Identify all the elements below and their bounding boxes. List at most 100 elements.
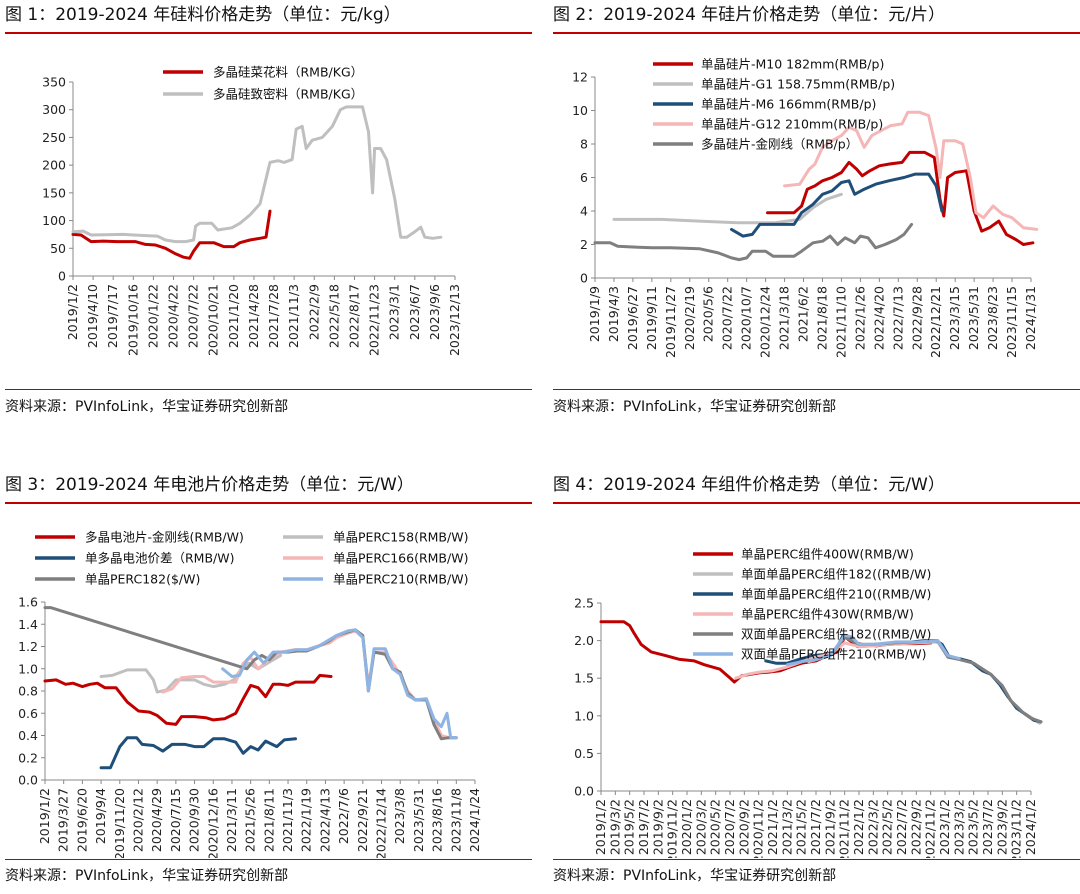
x-tick-label: 2019/6/20 bbox=[74, 788, 89, 852]
y-tick-label: 1.5 bbox=[574, 671, 594, 686]
x-tick-label: 2019/7/17 bbox=[105, 284, 120, 348]
figure-1-chart: 0 50 100 150 200 250 300 350 2019/1/2 2019/4/10 20… bbox=[42, 65, 462, 357]
y-tick-label: 200 bbox=[42, 158, 66, 173]
figure-3-title: 图 3：2019-2024 年电池片价格走势（单位：元/W） bbox=[5, 475, 414, 495]
x-tick-label: 2020/4/29 bbox=[149, 788, 164, 852]
x-tick-label: 2021/1/20 bbox=[226, 284, 241, 348]
y-tick-label: 150 bbox=[42, 185, 66, 200]
x-tick-label: 2022/1/26 bbox=[852, 286, 867, 350]
y-tick-label: 2.5 bbox=[574, 596, 594, 611]
y-tick-label: 12 bbox=[572, 70, 588, 85]
y-tick-label: 350 bbox=[42, 75, 66, 90]
x-tick-label: 2021/7/2 bbox=[808, 799, 823, 855]
x-tick-label: 2019/9/4 bbox=[93, 788, 108, 844]
y-tick-label: 6 bbox=[580, 170, 588, 185]
x-tick-label: 2020/1/2 bbox=[679, 799, 694, 855]
x-tick-label: 2023/9/6 bbox=[427, 284, 442, 340]
y-tick-label: 0.5 bbox=[574, 746, 594, 761]
x-tick-label: 2020/12/24 bbox=[758, 286, 773, 358]
y-tick-label: 4 bbox=[580, 204, 588, 219]
y-tick-label: 0.6 bbox=[18, 706, 38, 721]
source-rule bbox=[5, 389, 532, 390]
x-tick-label: 2023/12/13 bbox=[447, 284, 462, 356]
title-rule bbox=[5, 32, 532, 34]
x-tick-label: 2021/4/28 bbox=[246, 284, 261, 348]
y-tick-label: 0.8 bbox=[18, 684, 38, 699]
x-tick-label: 2021/7/28 bbox=[266, 284, 281, 348]
source-note: 资料来源：PVInfoLink，华宝证券研究创新部 bbox=[5, 868, 289, 884]
y-tick-label: 50 bbox=[50, 241, 66, 256]
legend-label: 单晶PERC166(RMB/W) bbox=[333, 551, 468, 566]
x-tick-label: 2023/9/2 bbox=[994, 799, 1009, 855]
x-tick-label: 2019/11/20 bbox=[112, 788, 127, 858]
figure-1-title: 图 1：2019-2024 年硅料价格走势（单位：元/kg） bbox=[5, 5, 401, 25]
x-tick-label: 2020/9/2 bbox=[736, 799, 751, 855]
legend-label: 单晶PERC210(RMB/W) bbox=[333, 572, 468, 587]
x-tick-label: 2020/10/7 bbox=[739, 286, 754, 350]
x-tick-label: 2023/8/16 bbox=[430, 788, 445, 852]
series-line-3 bbox=[99, 653, 283, 694]
legend-label: 单多晶电池价差（RMB/W) bbox=[85, 551, 235, 566]
figure-3-chart: 0.0 0.2 0.4 0.6 0.8 1.0 1.2 1.4 1.6 2019/1/2 2019/… bbox=[18, 530, 482, 859]
legend-label: 单晶硅片-M6 166mm(RMB/p) bbox=[701, 97, 876, 112]
legend-label: 多晶硅菜花料（RMB/KG） bbox=[213, 65, 363, 80]
x-tick-label: 2023/1/2 bbox=[937, 799, 952, 855]
x-tick-label: 2021/11/3 bbox=[280, 788, 295, 852]
legend-label: 单面单晶PERC组件210((RMB/W) bbox=[741, 587, 931, 602]
x-tick-label: 2021/11/2 bbox=[837, 799, 852, 858]
figure-2-panel: 图 2：2019-2024 年硅片价格走势（单位：元/片） 0 2 4 6 8 10 12 2… bbox=[553, 4, 1080, 444]
y-tick-label: 8 bbox=[580, 137, 588, 152]
y-tick-label: 1.0 bbox=[18, 661, 38, 676]
legend-label: 单晶硅片-M10 182mm(RMB/p) bbox=[701, 57, 884, 72]
x-tick-label: 2023/8/23 bbox=[985, 286, 1000, 350]
y-tick-label: 100 bbox=[42, 213, 66, 228]
x-tick-label: 2022/3/2 bbox=[865, 799, 880, 855]
x-tick-label: 2022/11/2 bbox=[923, 799, 938, 858]
x-tick-label: 2022/9/2 bbox=[908, 799, 923, 855]
figure-2-title: 图 2：2019-2024 年硅片价格走势（单位：元/片） bbox=[553, 5, 946, 25]
x-tick-label: 2021/8/18 bbox=[814, 286, 829, 350]
x-tick-label: 2022/4/20 bbox=[871, 286, 886, 350]
series-line-6 bbox=[785, 633, 961, 667]
x-tick-label: 2021/9/2 bbox=[822, 799, 837, 855]
x-tick-label: 2022/8/17 bbox=[346, 284, 361, 348]
x-tick-label: 2022/7/6 bbox=[336, 788, 351, 844]
x-tick-label: 2023/5/31 bbox=[966, 286, 981, 350]
y-tick-label: 2.0 bbox=[574, 633, 594, 648]
x-tick-label: 2021/5/2 bbox=[794, 799, 809, 855]
legend-label: 双面单晶PERC组件210(RMB/W) bbox=[741, 647, 926, 662]
y-tick-label: 0 bbox=[580, 271, 588, 286]
x-tick-label: 2021/11/3 bbox=[286, 284, 301, 348]
figure-4-chart: 0.0 0.5 1.0 1.5 2.0 2.5 2019/1/2 2019/3/2 2019/5… bbox=[574, 547, 1043, 858]
legend-label: 双面单晶PERC组件182((RMB/W) bbox=[741, 627, 931, 642]
x-tick-label: 2021/3/11 bbox=[224, 788, 239, 852]
x-tick-label: 2022/9/21 bbox=[355, 788, 370, 852]
x-tick-label: 2022/11/23 bbox=[367, 284, 382, 356]
source-note: 资料来源：PVInfoLink，华宝证券研究创新部 bbox=[553, 399, 837, 415]
x-tick-label: 2021/3/2 bbox=[779, 799, 794, 855]
x-tick-label: 2021/1/2 bbox=[765, 799, 780, 855]
x-tick-label: 2019/3/2 bbox=[607, 799, 622, 855]
title-rule bbox=[553, 32, 1080, 34]
series-line-4 bbox=[783, 110, 1039, 231]
x-tick-label: 2019/3/27 bbox=[56, 788, 71, 852]
series-line-3 bbox=[730, 172, 944, 238]
source-rule bbox=[5, 859, 532, 860]
x-tick-label: 2019/1/2 bbox=[593, 799, 608, 855]
x-tick-label: 2021/3/18 bbox=[777, 286, 792, 350]
y-tick-label: 0 bbox=[58, 269, 66, 284]
series-line-5 bbox=[43, 606, 458, 741]
y-tick-label: 1.4 bbox=[18, 617, 38, 632]
x-tick-label: 2019/11/2 bbox=[665, 799, 680, 858]
series-line-6 bbox=[221, 628, 458, 740]
x-tick-label: 2022/4/13 bbox=[317, 788, 332, 852]
x-tick-label: 2023/3/8 bbox=[392, 788, 407, 844]
source-note: 资料来源：PVInfoLink，华宝证券研究创新部 bbox=[553, 868, 837, 884]
x-tick-label: 2021/11/10 bbox=[833, 286, 848, 358]
y-tick-label: 0.0 bbox=[18, 773, 38, 788]
x-tick-label: 2023/11/15 bbox=[1004, 286, 1019, 358]
title-rule bbox=[553, 502, 1080, 504]
y-tick-label: 2 bbox=[580, 237, 588, 252]
y-tick-label: 0.4 bbox=[18, 728, 38, 743]
source-rule bbox=[553, 859, 1080, 860]
